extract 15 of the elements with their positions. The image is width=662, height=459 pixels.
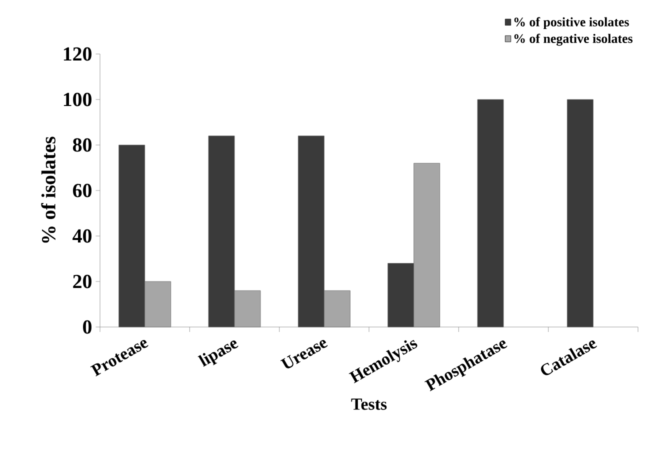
x-tick-label: lipase <box>198 340 238 367</box>
y-axis-title: % of isolates <box>41 136 56 243</box>
y-tick-label: 20 <box>73 274 92 288</box>
y-tick-label: 120 <box>64 47 92 61</box>
y-tick-label: 80 <box>72 138 92 152</box>
y-tick-label: 40 <box>72 229 92 243</box>
y-tick-label: 0 <box>83 320 92 334</box>
legend-label: % of positive isolates <box>514 17 629 30</box>
bar <box>566 99 594 328</box>
y-tick-label: 60 <box>72 184 92 198</box>
legend-label: % of negative isolates <box>514 34 632 46</box>
x-axis-title: Tests <box>351 398 387 410</box>
y-tick-label: 100 <box>64 92 92 106</box>
bar <box>477 99 504 328</box>
x-tick-label: Urease <box>280 340 328 368</box>
